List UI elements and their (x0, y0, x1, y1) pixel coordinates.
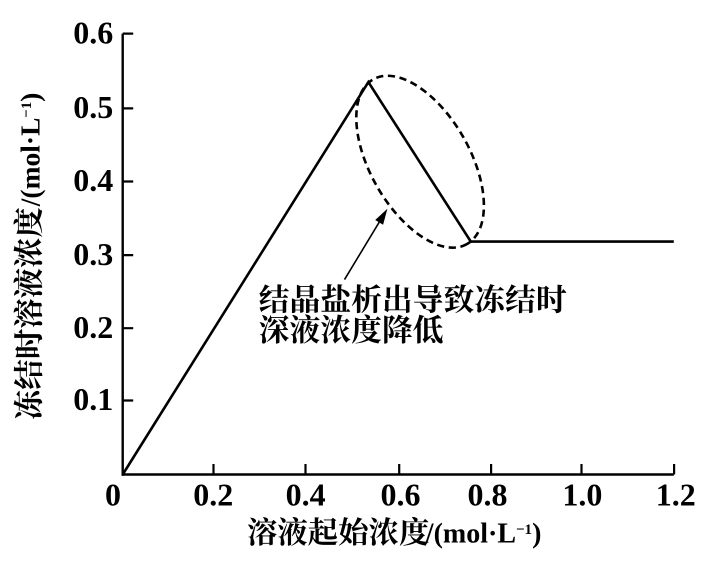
svg-text:0.2: 0.2 (73, 309, 113, 345)
svg-text:0.4: 0.4 (73, 162, 113, 198)
svg-text:0.6: 0.6 (381, 477, 421, 513)
svg-text:/(mol·L: /(mol·L (15, 118, 46, 208)
svg-text:): ) (532, 519, 541, 550)
svg-text:0.3: 0.3 (73, 236, 113, 272)
svg-text:0.8: 0.8 (468, 477, 508, 513)
svg-text:0.2: 0.2 (193, 477, 233, 513)
svg-text:0: 0 (105, 477, 121, 513)
svg-text:1.0: 1.0 (562, 477, 602, 513)
svg-text:−1: −1 (19, 102, 35, 118)
svg-text:1.2: 1.2 (656, 477, 696, 513)
svg-text:/(mol·L: /(mol·L (425, 519, 516, 550)
svg-text:−1: −1 (516, 522, 532, 538)
svg-text:0.1: 0.1 (73, 381, 113, 417)
svg-text:0.5: 0.5 (73, 89, 113, 125)
svg-text:): ) (15, 93, 46, 102)
svg-text:0.6: 0.6 (73, 14, 113, 50)
svg-text:0.4: 0.4 (286, 477, 326, 513)
